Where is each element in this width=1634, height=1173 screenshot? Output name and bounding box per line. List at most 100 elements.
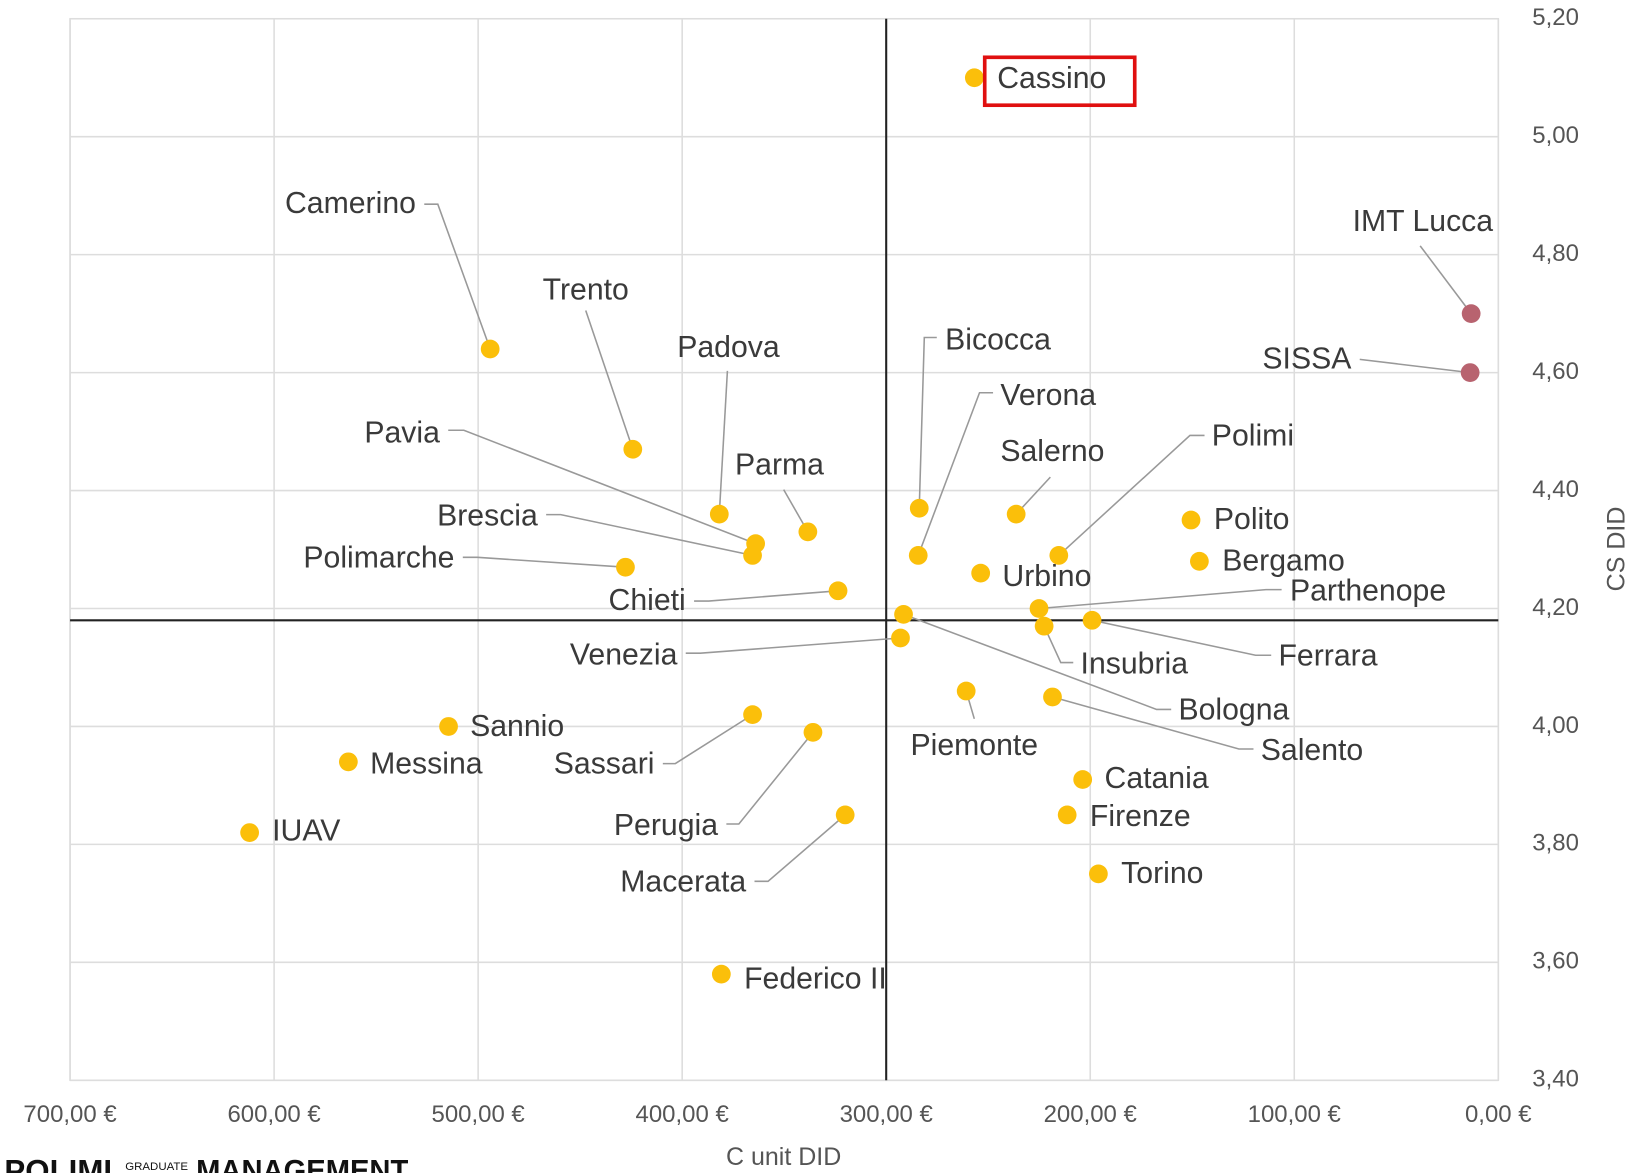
point: [1034, 616, 1054, 636]
point: [709, 504, 729, 524]
point-label: Polimarche: [303, 541, 454, 574]
point-label: Parthenope: [1290, 575, 1446, 608]
point: [1460, 363, 1480, 382]
x-tick-label: 400,00 €: [636, 1101, 729, 1128]
point-label: Bologna: [1178, 693, 1289, 726]
highlight-box: [982, 55, 1137, 108]
x-tick-label: 600,00 €: [227, 1101, 320, 1128]
x-tick-label: 200,00 €: [1044, 1101, 1137, 1128]
y-tick-label: 4,00: [1532, 712, 1579, 739]
point-label: Bicocca: [945, 324, 1051, 357]
logo-name: MANAGEMENT: [196, 1156, 408, 1173]
point: [1082, 610, 1102, 630]
point-label: Cassino: [997, 62, 1106, 95]
leader-line: [1359, 358, 1471, 374]
point-label: Pavia: [364, 416, 440, 449]
y-tick-label: 4,60: [1532, 358, 1579, 385]
leader-line: [754, 814, 846, 883]
point-label: Polimi: [1212, 420, 1294, 453]
point-label: Brescia: [437, 500, 538, 533]
point: [1190, 551, 1209, 571]
point: [891, 628, 910, 648]
y-tick-label: 3,60: [1532, 948, 1579, 975]
leader-line: [662, 713, 753, 765]
x-tick-label: 0,00 €: [1465, 1101, 1532, 1128]
point-label: Torino: [1121, 857, 1203, 890]
point-label: IUAV: [272, 814, 341, 847]
y-tick-label: 5,00: [1532, 122, 1579, 149]
leader-line: [1038, 588, 1282, 610]
logo-sub: GRADUATE: [125, 1161, 188, 1173]
point: [480, 339, 500, 359]
point-label: Sassari: [554, 748, 655, 781]
point-label: Federico II: [744, 962, 887, 995]
point-label: Bergamo: [1222, 545, 1345, 578]
leader-line: [1043, 625, 1074, 664]
leader-line: [917, 391, 994, 556]
point: [894, 605, 913, 624]
point-label: Macerata: [620, 865, 746, 898]
point: [828, 581, 848, 601]
point: [1049, 546, 1069, 565]
leader-line: [462, 556, 626, 568]
point-label: Sannio: [470, 710, 564, 743]
point-label: Insubria: [1081, 648, 1189, 681]
point-label: Messina: [370, 748, 483, 781]
y-axis-title: CS DID: [1603, 507, 1631, 592]
leader-line: [1091, 619, 1272, 657]
point: [956, 681, 976, 701]
point: [1057, 805, 1077, 825]
point-label: Chieti: [609, 584, 686, 617]
y-tick-label: 5,20: [1532, 4, 1579, 31]
point: [1073, 770, 1093, 789]
leader-line: [448, 429, 756, 545]
point: [1181, 510, 1201, 530]
leader-line: [584, 310, 634, 450]
y-tick-label: 4,40: [1532, 476, 1579, 503]
logo: POLIMI GRADUATE MANAGEMENT: [4, 1153, 408, 1173]
leader-line: [718, 370, 729, 515]
point-label: Parma: [735, 449, 824, 482]
point: [711, 964, 731, 984]
point-label: Verona: [1000, 379, 1096, 412]
point: [1043, 687, 1062, 707]
point-label: Trento: [543, 274, 629, 307]
leader-line: [1419, 245, 1472, 315]
point-label: Piemonte: [910, 729, 1038, 762]
y-tick-label: 3,40: [1532, 1066, 1579, 1093]
point: [616, 557, 635, 577]
point: [439, 717, 458, 736]
leader-line: [1058, 434, 1205, 556]
leader-line: [694, 590, 839, 602]
point: [1029, 599, 1049, 618]
point-label: Salerno: [1000, 435, 1104, 468]
leader-line: [903, 613, 1172, 711]
y-tick-label: 3,80: [1532, 830, 1579, 857]
point: [1461, 304, 1481, 323]
leader-line: [918, 336, 937, 509]
point-label: IMT Lucca: [1353, 205, 1494, 238]
point: [623, 439, 643, 459]
logo-brand: POLIMI: [4, 1153, 112, 1173]
point: [240, 823, 259, 842]
x-tick-label: 100,00 €: [1248, 1101, 1341, 1128]
point-label: Polito: [1214, 503, 1290, 536]
point-label: Ferrara: [1278, 639, 1377, 672]
y-tick-label: 4,80: [1532, 240, 1579, 267]
point-label: Perugia: [614, 809, 718, 842]
point-label: Urbino: [1002, 560, 1091, 593]
x-tick-label: 300,00 €: [840, 1101, 933, 1128]
point: [971, 563, 991, 583]
leader-line: [726, 731, 814, 825]
point: [338, 752, 358, 772]
point-label: Catania: [1105, 762, 1209, 795]
leader-line: [1052, 696, 1254, 750]
point: [1089, 864, 1108, 884]
point: [1006, 504, 1026, 524]
leader-line: [685, 637, 901, 654]
point-label: Padova: [677, 331, 780, 364]
point-label: Camerino: [285, 187, 416, 220]
point: [835, 805, 855, 825]
